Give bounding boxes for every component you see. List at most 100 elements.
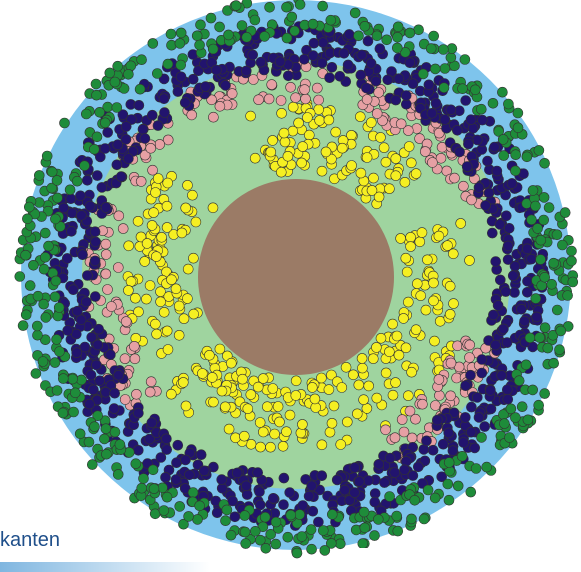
green-cell xyxy=(51,175,63,186)
navy-cell xyxy=(490,256,502,267)
navy-cell xyxy=(120,134,132,145)
yellow-cell xyxy=(170,283,182,295)
slide-footer-strip xyxy=(0,562,210,572)
navy-cell xyxy=(115,171,127,182)
green-cell xyxy=(527,185,539,196)
green-cell xyxy=(32,329,43,341)
yellow-cell xyxy=(320,146,332,158)
green-cell xyxy=(92,410,103,422)
navy-cell xyxy=(412,461,424,473)
navy-cell xyxy=(498,323,509,335)
pink-cell xyxy=(275,95,287,106)
green-cell xyxy=(372,514,384,525)
yellow-cell xyxy=(141,293,152,305)
yellow-cell xyxy=(151,328,162,340)
navy-cell xyxy=(494,219,506,230)
green-cell xyxy=(175,27,187,39)
navy-cell xyxy=(466,401,477,413)
green-cell xyxy=(195,19,206,31)
navy-cell xyxy=(161,433,172,445)
green-cell xyxy=(50,213,61,225)
pink-cell xyxy=(433,127,445,139)
navy-cell xyxy=(507,270,519,282)
green-cell xyxy=(282,531,294,543)
green-cell xyxy=(33,170,45,181)
green-cell xyxy=(543,202,555,213)
navy-cell xyxy=(65,193,77,204)
yellow-cell xyxy=(448,298,459,309)
navy-cell xyxy=(133,100,145,111)
green-cell xyxy=(136,54,147,66)
green-cell xyxy=(23,201,35,213)
green-cell xyxy=(404,27,416,39)
navy-cell xyxy=(152,120,164,131)
green-cell xyxy=(161,491,173,503)
yellow-cell xyxy=(148,207,159,218)
yellow-cell xyxy=(384,183,395,194)
green-cell xyxy=(152,68,163,79)
navy-cell xyxy=(374,43,386,55)
yellow-cell xyxy=(150,318,161,330)
green-cell xyxy=(41,150,53,162)
navy-cell xyxy=(454,146,465,158)
green-cell xyxy=(306,543,317,555)
green-cell xyxy=(555,325,567,337)
green-cell xyxy=(353,30,364,42)
navy-cell xyxy=(66,226,77,237)
navy-cell xyxy=(479,421,491,432)
green-cell xyxy=(241,31,252,43)
green-cell xyxy=(134,83,146,95)
navy-cell xyxy=(146,417,158,429)
green-cell xyxy=(554,344,565,356)
yellow-cell xyxy=(220,401,231,413)
pink-cell xyxy=(299,84,310,95)
green-cell xyxy=(498,150,510,161)
green-cell xyxy=(22,213,33,225)
navy-cell xyxy=(317,37,329,48)
yellow-cell xyxy=(230,432,241,444)
pink-cell xyxy=(458,180,469,192)
green-cell xyxy=(259,511,271,523)
navy-cell xyxy=(313,516,324,528)
green-cell xyxy=(174,501,185,512)
green-cell xyxy=(371,30,383,42)
green-cell xyxy=(207,43,219,55)
green-cell xyxy=(530,200,541,212)
navy-cell xyxy=(426,108,438,119)
navy-cell xyxy=(491,165,503,177)
yellow-cell xyxy=(178,313,190,325)
green-cell xyxy=(443,457,455,468)
yellow-cell xyxy=(414,236,426,248)
pink-cell xyxy=(145,143,156,154)
green-cell xyxy=(264,2,275,13)
green-cell xyxy=(510,165,521,177)
green-cell xyxy=(259,31,270,42)
navy-cell xyxy=(353,476,365,487)
green-cell xyxy=(43,240,54,252)
green-cell xyxy=(74,428,86,440)
green-cell xyxy=(239,526,251,538)
navy-cell xyxy=(229,511,241,523)
yellow-cell xyxy=(216,385,228,397)
navy-cell xyxy=(62,253,73,264)
navy-cell xyxy=(407,470,419,481)
navy-cell xyxy=(393,73,405,84)
navy-cell xyxy=(170,474,182,485)
navy-cell xyxy=(81,296,92,308)
yellow-cell xyxy=(464,255,475,266)
green-cell xyxy=(539,158,550,169)
navy-cell xyxy=(307,505,319,517)
yellow-cell xyxy=(237,373,248,385)
green-cell xyxy=(147,38,159,49)
green-cell xyxy=(521,151,533,163)
green-cell xyxy=(223,29,234,41)
green-cell xyxy=(76,374,87,386)
green-cell xyxy=(428,30,440,42)
navy-cell xyxy=(465,426,477,438)
navy-cell xyxy=(255,56,267,68)
green-cell xyxy=(439,63,451,74)
navy-cell xyxy=(488,309,499,321)
yellow-cell xyxy=(245,110,256,122)
navy-cell xyxy=(159,107,170,118)
yellow-cell xyxy=(161,325,173,337)
